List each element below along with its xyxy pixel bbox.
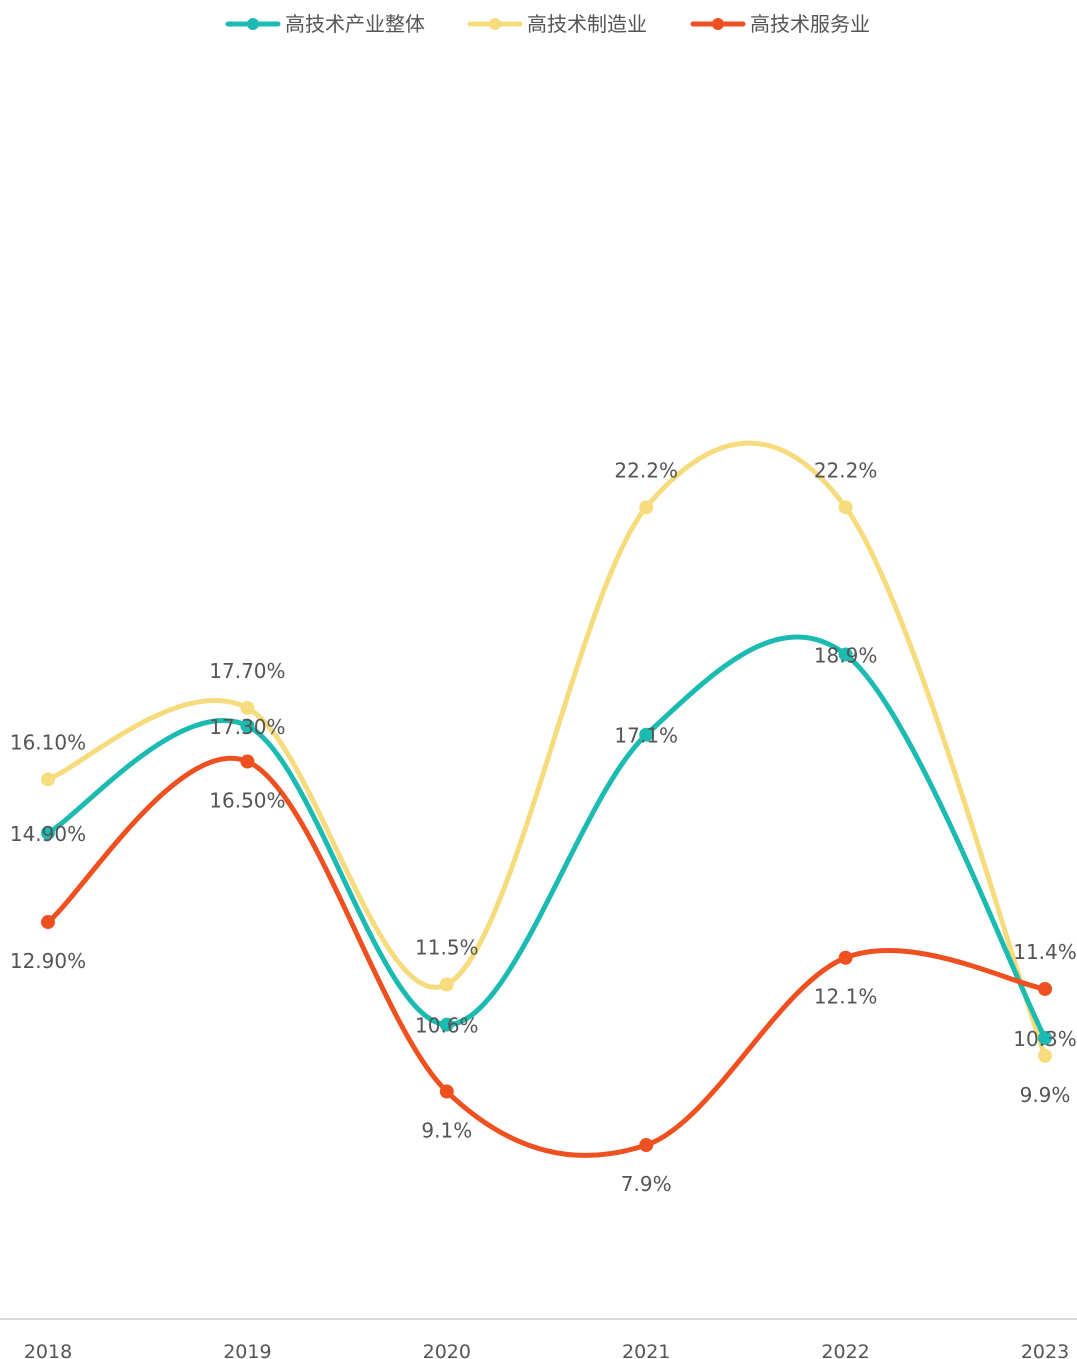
data-label: 11.5% <box>415 936 479 960</box>
data-label: 10.6% <box>415 1014 479 1038</box>
data-label: 22.2% <box>614 458 678 482</box>
data-point[interactable] <box>1038 1048 1052 1063</box>
data-label: 17.1% <box>614 724 678 748</box>
data-point[interactable] <box>639 727 654 742</box>
data-label: 7.9% <box>621 1172 672 1196</box>
legend: 高技术产业整体 高技术制造业 高技术服务业 <box>225 12 870 36</box>
data-label: 18.9% <box>814 643 878 667</box>
data-point[interactable] <box>439 977 454 992</box>
legend-item-3[interactable]: 高技术服务业 <box>690 12 870 36</box>
x-axis-ticks: 2018 2019 2020 2021 2022 2023 <box>24 1341 1069 1359</box>
series-layer <box>41 440 1052 1158</box>
series-2 <box>41 440 1052 1063</box>
x-tick-label: 2022 <box>821 1341 869 1359</box>
data-point[interactable] <box>1038 1031 1052 1046</box>
x-tick-label: 2023 <box>1021 1341 1069 1359</box>
data-point[interactable] <box>240 700 255 715</box>
series-3 <box>41 754 1052 1158</box>
data-label: 12.90% <box>10 949 86 973</box>
data-label: 11.4% <box>1013 940 1077 964</box>
legend-label: 高技术产业整体 <box>285 12 425 36</box>
data-label: 16.10% <box>10 730 86 754</box>
data-point[interactable] <box>41 772 55 787</box>
data-point[interactable] <box>41 915 55 930</box>
data-point[interactable] <box>639 500 654 515</box>
data-point[interactable] <box>439 1017 454 1032</box>
data-label: 17.70% <box>209 659 285 683</box>
data-label: 22.2% <box>814 458 878 482</box>
legend-swatch-marker <box>247 18 259 30</box>
data-point[interactable] <box>838 647 853 662</box>
legend-item-1[interactable]: 高技术产业整体 <box>225 12 425 36</box>
data-label: 9.9% <box>1020 1083 1071 1107</box>
data-label: 16.50% <box>209 789 285 813</box>
legend-label: 高技术制造业 <box>527 12 647 36</box>
data-label: 12.1% <box>814 985 878 1009</box>
series-1 <box>41 634 1052 1046</box>
legend-item-2[interactable]: 高技术制造业 <box>467 12 647 36</box>
data-label: 17.30% <box>209 715 285 739</box>
legend-label: 高技术服务业 <box>750 12 870 36</box>
series-line <box>45 755 1048 1158</box>
legend-swatch-marker <box>489 18 501 30</box>
x-tick-label: 2018 <box>24 1341 72 1359</box>
x-tick-label: 2021 <box>622 1341 670 1359</box>
data-point[interactable] <box>240 718 255 733</box>
data-point[interactable] <box>240 754 255 769</box>
series-line <box>45 440 1048 1059</box>
data-point[interactable] <box>838 500 853 515</box>
data-point[interactable] <box>1038 981 1052 996</box>
legend-swatch-marker <box>712 18 724 30</box>
x-tick-label: 2019 <box>223 1341 271 1359</box>
data-point[interactable] <box>439 1084 454 1099</box>
x-tick-label: 2020 <box>423 1341 471 1359</box>
data-labels: 14.90% 17.30% 10.6% 17.1% 18.9% 10.3% 16.10% 17… <box>10 458 1077 1196</box>
data-point[interactable] <box>41 825 55 840</box>
series-line <box>45 634 1048 1041</box>
data-point[interactable] <box>639 1138 654 1153</box>
data-point[interactable] <box>838 950 853 965</box>
data-label: 14.90% <box>10 822 86 846</box>
data-label: 10.3% <box>1013 1027 1077 1051</box>
data-label: 9.1% <box>421 1119 472 1143</box>
